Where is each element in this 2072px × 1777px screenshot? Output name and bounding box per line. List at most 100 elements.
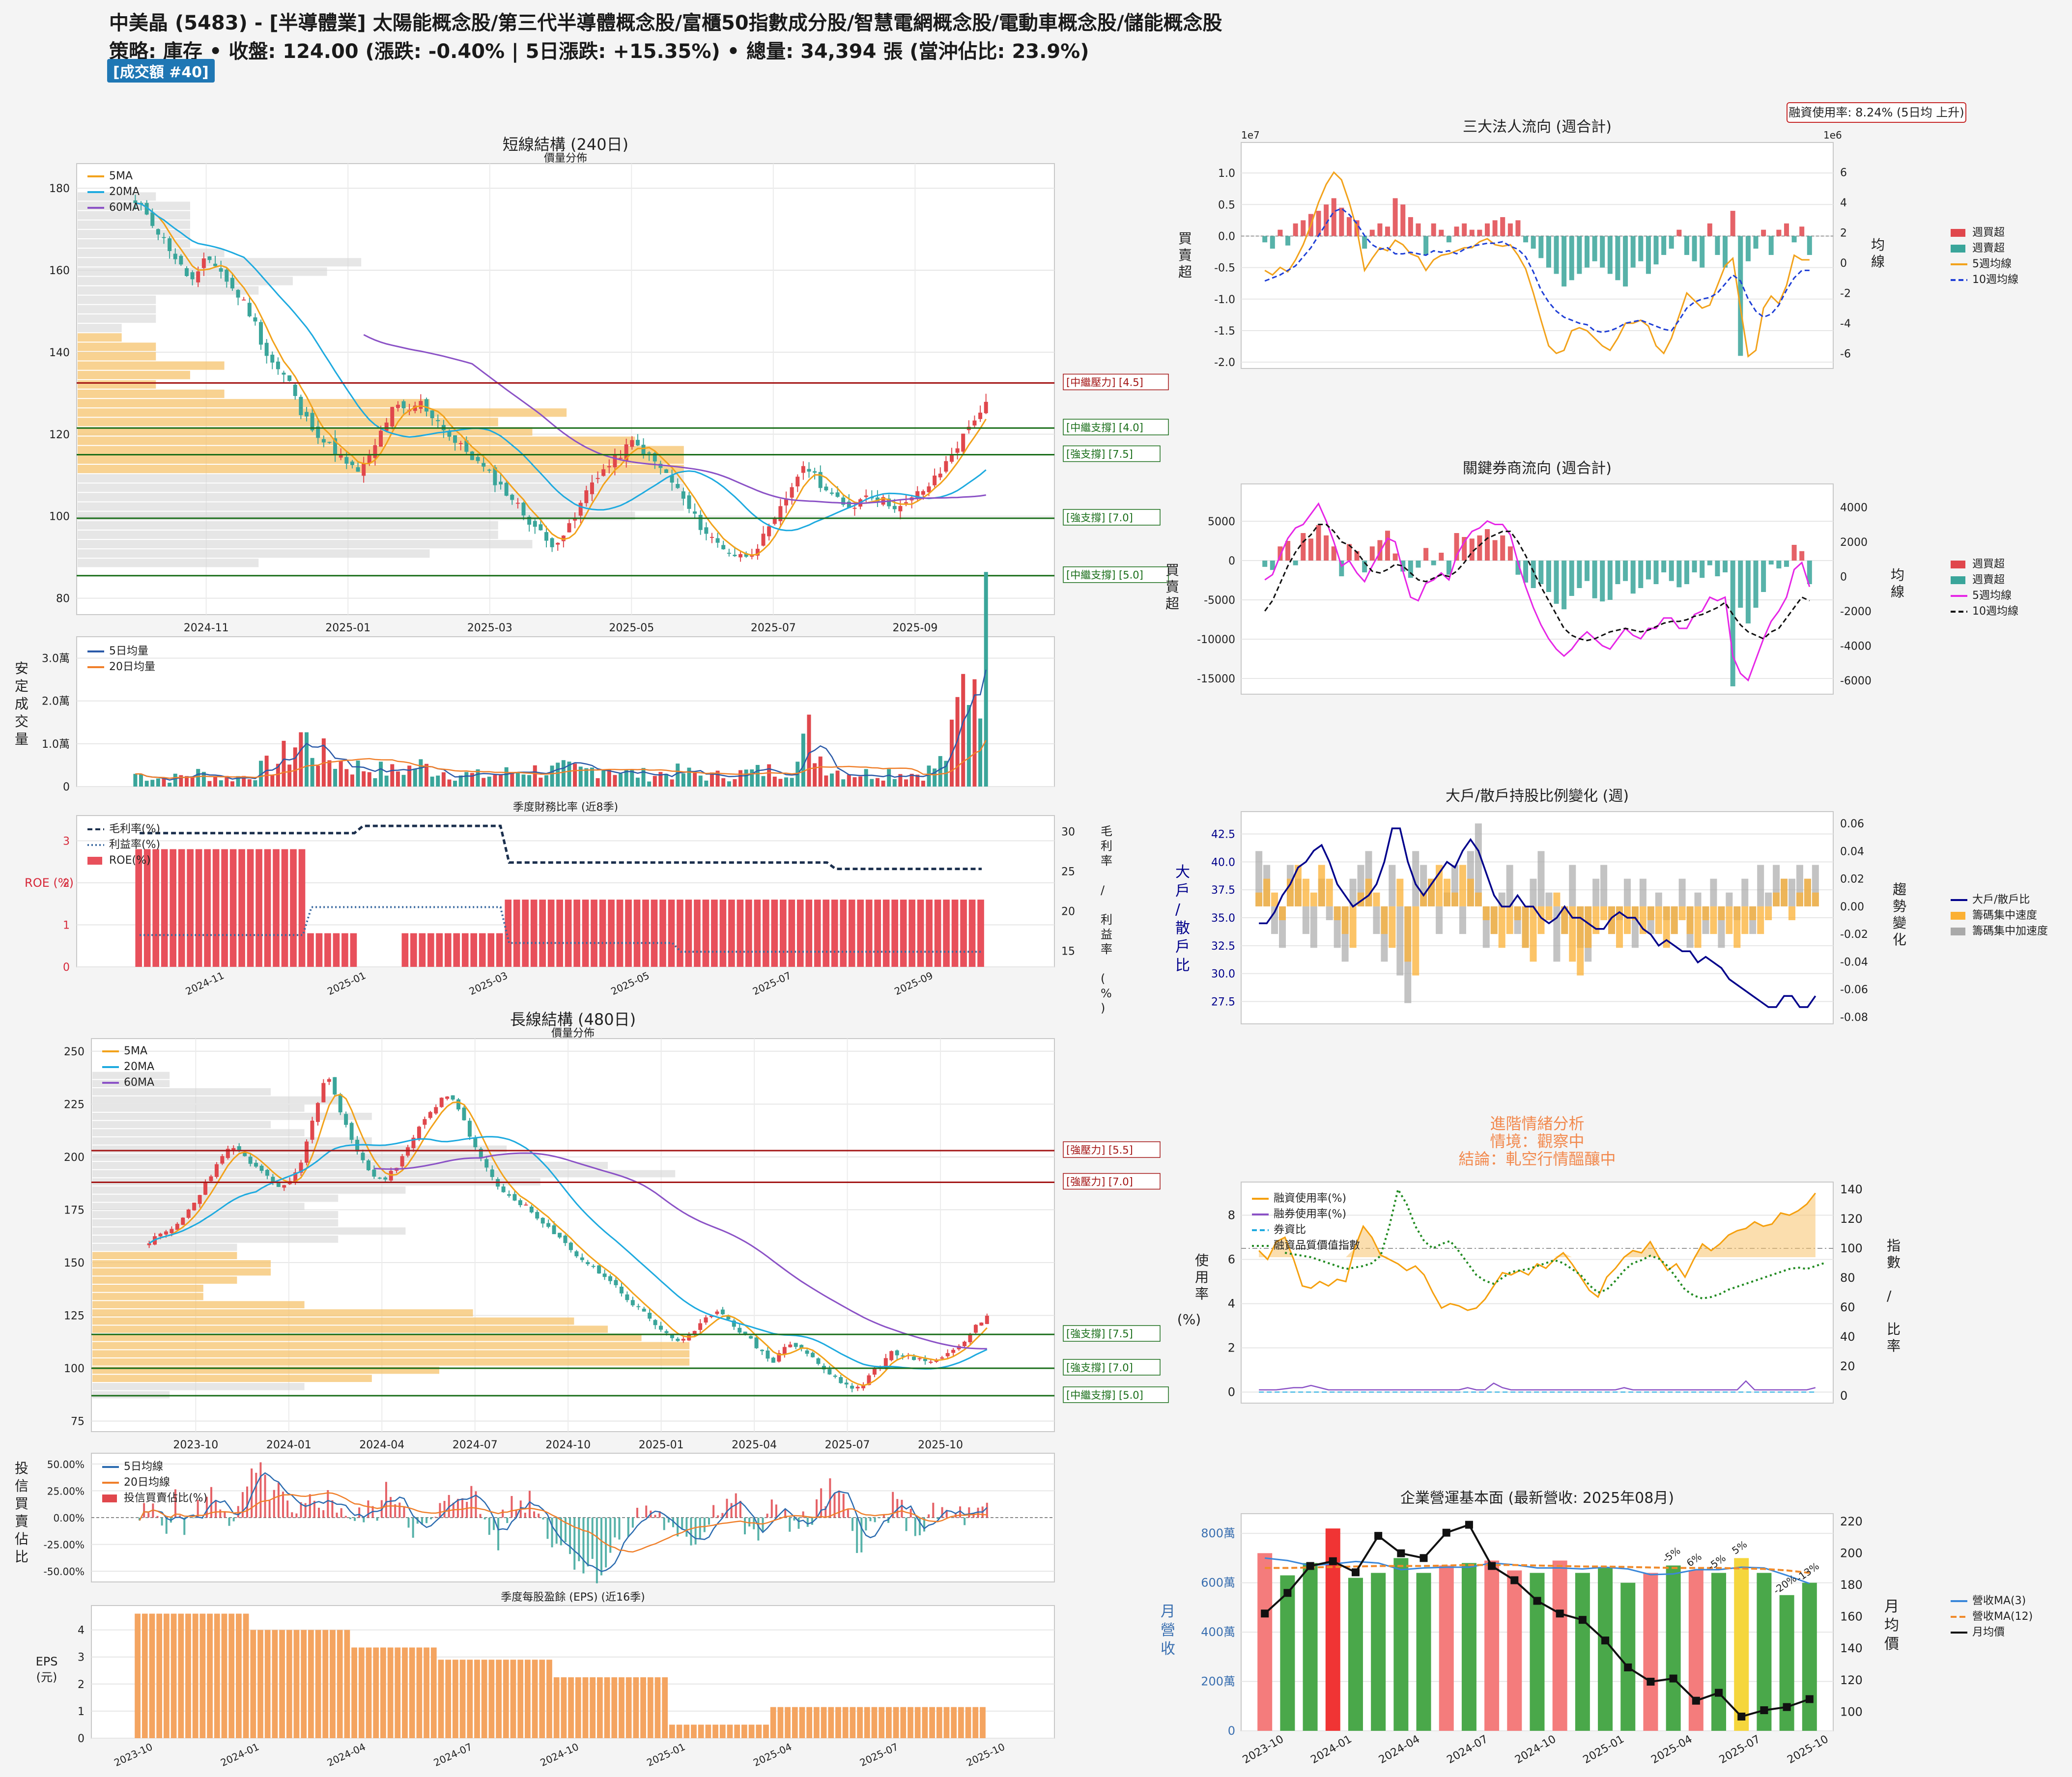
volume-bar [356,761,360,787]
volume-bar [784,777,789,787]
short-level-label: [強支撐] [7.0] [1066,512,1133,524]
short-legend-label: 60MA [109,201,140,214]
eps-bar [293,1630,300,1738]
holders-ytick-left: 42.5 [1211,828,1235,841]
holders-speed-bar [1475,892,1482,906]
eps-bar [474,1660,480,1738]
revenue-xtick: 2024-07 [1445,1733,1490,1767]
dealer-bar [1607,561,1613,600]
dealer-bar [1577,561,1582,588]
revenue-ylabel-right: 月均價 [1884,1598,1899,1653]
short-ytick: 100 [49,511,70,523]
trust-bar [717,1515,719,1518]
inst-ytick-right: -2 [1840,287,1851,300]
trust-ytick: 50.00% [47,1459,85,1470]
ratios-roe-bar [522,900,529,967]
trust-bar [533,1511,536,1518]
volume-bar [133,774,138,787]
holders-accel-bar [1310,906,1317,948]
revenue-bar [1757,1573,1772,1731]
long-profile-bar [92,1154,540,1161]
volume-bar [635,777,640,787]
volume-bar [242,776,246,787]
ratios-ylabel-right-char: / [1101,883,1105,897]
ratios-roe-bar [651,900,658,967]
long-candle [512,1194,517,1201]
revenue-bar [1620,1582,1636,1731]
short-candle [927,486,931,492]
short-candle [190,272,195,280]
revenue-ylabel-right-char: 月 [1884,1598,1899,1615]
trust-bar [573,1518,576,1570]
long-candle [186,1209,191,1218]
trust-bar [685,1518,688,1537]
sentiment-title: 進階情緒分析 [1490,1114,1584,1133]
dealer-bar [1799,551,1805,561]
eps-bar [922,1707,928,1738]
short-profile-bar [78,483,684,492]
holders-accel-bar [1592,878,1600,906]
short-candle [270,354,275,363]
sentiment-margin-line [1258,1192,1816,1311]
trust-bar [430,1518,432,1520]
ratios-roe-bar [333,933,340,967]
trust-bar [694,1518,697,1545]
long-candle [231,1148,236,1151]
holders-legend-label: 籌碼集中速度 [1972,909,2037,922]
long-candle [726,1315,731,1320]
trust-bar [959,1506,962,1518]
inst-bar [1469,229,1475,236]
trust-bar [918,1518,921,1535]
eps-bar [236,1613,242,1738]
short-level-label: [中繼支撐] [5.0] [1066,569,1143,581]
short-candle [693,511,697,514]
inst-ytick-right: 6 [1840,167,1847,179]
short-profile-bar [78,249,225,257]
ratios-roe-bar [857,900,864,967]
dealer-frame [1241,483,1834,695]
revenue-ylabel-left: 月營收 [1161,1603,1175,1658]
revenue-price-marker [1465,1521,1473,1529]
long-candle [490,1169,494,1177]
trust-bar [304,1503,307,1518]
inst-ytick-right: 4 [1840,197,1847,209]
dealer-bar [1446,561,1451,575]
holders-accel-bar [1639,878,1646,906]
short-candle [567,523,571,533]
dealer-bar [1369,546,1375,561]
long-candle [484,1159,489,1168]
volume-bar [259,761,263,787]
ratios-roe-bar [453,933,460,967]
ratios-roe-bar [685,900,692,967]
long-title: 長線結構 (480日) [510,1010,636,1029]
trust-bar [591,1518,594,1559]
dealer-bar [1615,561,1620,584]
ratios-roe-bar [238,849,245,967]
inst-ma5-line [1264,171,1810,358]
eps-bar [633,1677,639,1738]
dealer-ytick-right: 0 [1840,571,1847,583]
long-candle [428,1112,432,1118]
dealer-bar [1462,537,1467,561]
short-candle [419,401,423,409]
short-candle [225,269,229,282]
trust-bar [219,1509,222,1518]
holders-speed-bar [1608,906,1616,934]
short-candle [173,254,177,259]
volume-bar [190,777,195,787]
trust-ylabel-char: 賣 [15,1513,28,1529]
long-candle [839,1377,843,1383]
long-candle [889,1351,894,1360]
short-level-label: [中繼支撐] [4.0] [1066,422,1143,433]
inst-legend-label: 5週均線 [1972,258,2012,270]
trust-bar [882,1514,885,1518]
trust-bar [434,1517,437,1518]
trust-bar [483,1518,486,1520]
inst-bar [1316,211,1321,236]
long-candle [451,1095,455,1100]
holders-ytick-left: 37.5 [1211,884,1235,897]
ratios-roe-bar [530,900,538,967]
short-candle [276,361,280,369]
eps-bar [257,1630,263,1738]
long-candle [237,1146,241,1151]
